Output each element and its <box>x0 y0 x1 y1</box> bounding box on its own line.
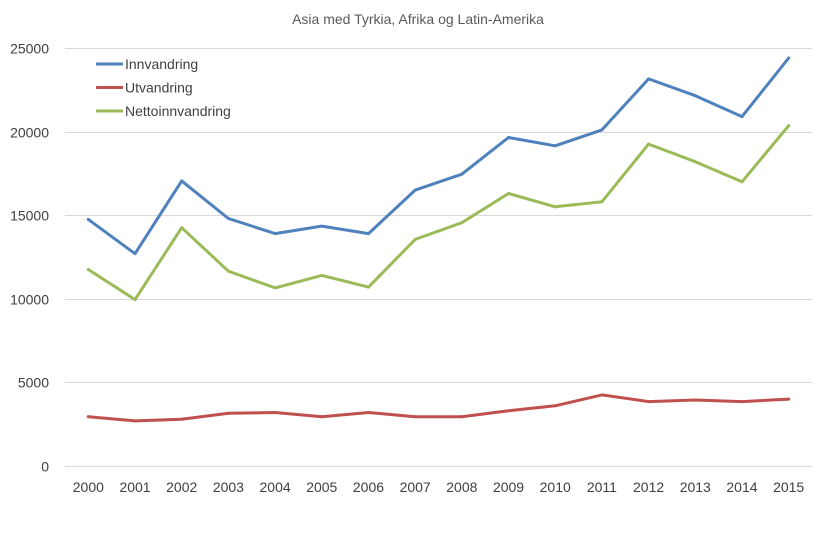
x-tick-label: 2013 <box>680 479 711 495</box>
data-point-innvandring <box>787 56 791 60</box>
x-tick-label: 2005 <box>306 479 337 495</box>
legend-item-nettoinnvandring[interactable]: Nettoinnvandring <box>96 103 231 119</box>
series-line-nettoinnvandring <box>86 124 791 302</box>
data-point-innvandring <box>180 179 184 183</box>
y-tick-label: 20000 <box>10 125 49 141</box>
data-point-utvandring <box>320 415 324 419</box>
data-point-utvandring <box>553 404 557 408</box>
data-point-innvandring <box>693 94 697 98</box>
x-axis-ticks: 2000 2001 2002 2003 2004 2005 2006 2007 2008 2009… <box>73 479 805 495</box>
data-point-nettoinnvandring <box>273 286 277 290</box>
data-point-innvandring <box>226 217 230 221</box>
x-tick-label: 2003 <box>213 479 244 495</box>
data-point-utvandring <box>180 417 184 421</box>
y-axis-ticks: 0 5000 10000 15000 20000 25000 <box>10 41 49 475</box>
data-point-innvandring <box>647 77 651 81</box>
legend-label: Nettoinnvandring <box>125 103 231 119</box>
legend: Innvandring Utvandring Nettoinnvandring <box>96 56 231 119</box>
data-point-innvandring <box>366 232 370 236</box>
x-tick-label: 2012 <box>633 479 664 495</box>
data-point-utvandring <box>413 415 417 419</box>
data-point-innvandring <box>600 128 604 132</box>
series-line-innvandring <box>86 56 791 256</box>
data-point-nettoinnvandring <box>740 180 744 184</box>
y-tick-label: 0 <box>41 459 49 475</box>
x-tick-label: 2010 <box>540 479 571 495</box>
x-tick-label: 2008 <box>446 479 477 495</box>
legend-item-innvandring[interactable]: Innvandring <box>96 56 198 72</box>
y-tick-label: 25000 <box>10 41 49 57</box>
data-point-nettoinnvandring <box>693 160 697 164</box>
data-point-utvandring <box>647 400 651 404</box>
y-tick-label: 5000 <box>18 375 49 391</box>
data-point-utvandring <box>86 415 90 419</box>
x-tick-label: 2002 <box>166 479 197 495</box>
data-point-utvandring <box>740 400 744 404</box>
x-tick-label: 2007 <box>400 479 431 495</box>
data-point-innvandring <box>320 224 324 228</box>
legend-label: Utvandring <box>125 80 193 96</box>
data-point-innvandring <box>86 217 90 221</box>
gridlines <box>65 48 812 467</box>
x-tick-label: 2015 <box>773 479 804 495</box>
data-point-nettoinnvandring <box>600 200 604 204</box>
data-point-nettoinnvandring <box>86 268 90 272</box>
data-point-utvandring <box>693 398 697 402</box>
x-tick-label: 2009 <box>493 479 524 495</box>
legend-item-utvandring[interactable]: Utvandring <box>96 80 193 96</box>
data-point-innvandring <box>507 135 511 139</box>
data-point-utvandring <box>507 409 511 413</box>
x-tick-label: 2000 <box>73 479 104 495</box>
chart-title: Asia med Tyrkia, Afrika og Latin-Amerika <box>292 11 544 27</box>
data-point-innvandring <box>553 144 557 148</box>
data-point-nettoinnvandring <box>787 124 791 128</box>
data-point-innvandring <box>273 232 277 236</box>
x-tick-label: 2011 <box>587 479 617 495</box>
y-tick-label: 10000 <box>10 292 49 308</box>
data-point-nettoinnvandring <box>553 205 557 209</box>
data-point-utvandring <box>460 415 464 419</box>
data-point-utvandring <box>226 411 230 415</box>
series-line-utvandring <box>86 393 791 423</box>
series-lines <box>86 56 791 423</box>
data-point-utvandring <box>273 410 277 414</box>
data-point-nettoinnvandring <box>647 142 651 146</box>
data-point-nettoinnvandring <box>320 273 324 277</box>
data-point-nettoinnvandring <box>413 237 417 241</box>
data-point-nettoinnvandring <box>226 269 230 273</box>
data-point-innvandring <box>460 172 464 176</box>
legend-label: Innvandring <box>125 56 198 72</box>
data-point-innvandring <box>413 188 417 192</box>
data-point-nettoinnvandring <box>507 191 511 195</box>
x-tick-label: 2006 <box>353 479 384 495</box>
data-point-utvandring <box>600 393 604 397</box>
data-point-utvandring <box>787 397 791 401</box>
data-point-innvandring <box>133 252 137 256</box>
data-point-nettoinnvandring <box>180 226 184 230</box>
data-point-nettoinnvandring <box>133 298 137 302</box>
y-tick-label: 15000 <box>10 208 49 224</box>
x-tick-label: 2001 <box>119 479 150 495</box>
data-point-nettoinnvandring <box>460 221 464 225</box>
data-point-nettoinnvandring <box>366 285 370 289</box>
x-tick-label: 2014 <box>726 479 757 495</box>
data-point-innvandring <box>740 115 744 119</box>
data-point-utvandring <box>366 410 370 414</box>
x-tick-label: 2004 <box>260 479 291 495</box>
data-point-utvandring <box>133 419 137 423</box>
